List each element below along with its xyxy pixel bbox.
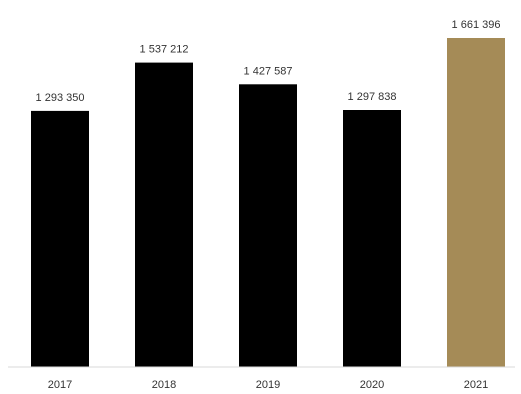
x-tick-label-2017: 2017 [48, 379, 72, 391]
bar-2018 [135, 62, 193, 367]
x-tick-label-2018: 2018 [152, 379, 176, 391]
value-labels-group: 1 293 350 1 537 212 1 427 587 1 297 838 1 66… [36, 19, 501, 104]
value-label-2018: 1 537 212 [140, 44, 189, 56]
x-tick-labels-group: 2017 2018 2019 2020 2021 [48, 379, 488, 391]
value-label-2019: 1 427 587 [244, 65, 293, 77]
x-tick-label-2021: 2021 [464, 379, 488, 391]
value-label-2021: 1 661 396 [452, 19, 501, 31]
bar-2019 [239, 84, 297, 368]
bar-2020 [343, 110, 401, 367]
bars-group [31, 38, 505, 368]
value-label-2017: 1 293 350 [36, 92, 85, 104]
value-label-2020: 1 297 838 [348, 91, 397, 103]
bar-2021 [447, 38, 505, 367]
bar-2017 [31, 110, 89, 368]
x-tick-label-2019: 2019 [256, 379, 280, 391]
x-tick-label-2020: 2020 [360, 379, 384, 391]
